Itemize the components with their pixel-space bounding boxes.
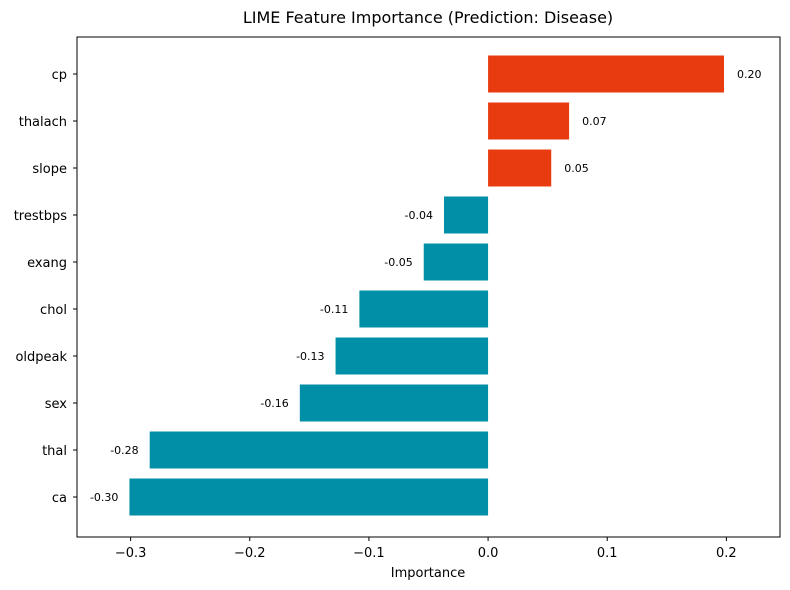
y-tick-label-oldpeak: oldpeak bbox=[15, 350, 67, 365]
x-tick-label: −0.3 bbox=[115, 546, 147, 561]
y-tick-label-thalach: thalach bbox=[19, 115, 67, 130]
bar-slope bbox=[488, 149, 552, 187]
x-tick-label: −0.1 bbox=[353, 546, 385, 561]
value-label-cp: 0.20 bbox=[737, 68, 762, 81]
bar-oldpeak bbox=[335, 337, 489, 375]
plot-area: 0.20 0.07 0.05 -0.04 -0.05 -0.11 -0.13 -0.16 -0.… bbox=[90, 55, 762, 516]
bar-trestbps bbox=[443, 196, 489, 234]
value-label-slope: 0.05 bbox=[564, 162, 589, 175]
value-label-trestbps: -0.04 bbox=[405, 209, 433, 222]
x-tick-label: −0.2 bbox=[234, 546, 266, 561]
bar-exang bbox=[423, 243, 489, 281]
y-tick-label-thal: thal bbox=[42, 444, 67, 459]
value-label-chol: -0.11 bbox=[320, 303, 348, 316]
value-label-oldpeak: -0.13 bbox=[296, 350, 324, 363]
bar-ca bbox=[129, 478, 489, 516]
y-tick-label-slope: slope bbox=[32, 162, 67, 177]
plot-frame bbox=[76, 36, 781, 538]
value-label-thalach: 0.07 bbox=[582, 115, 607, 128]
y-tick-label-chol: chol bbox=[40, 303, 67, 318]
chart-title: LIME Feature Importance (Prediction: Dis… bbox=[243, 8, 613, 27]
x-tick-label: 0.2 bbox=[716, 546, 737, 561]
bar-chol bbox=[359, 290, 489, 328]
bar-thalach bbox=[488, 102, 570, 140]
value-label-thal: -0.28 bbox=[110, 444, 138, 457]
value-label-exang: -0.05 bbox=[384, 256, 412, 269]
value-label-sex: -0.16 bbox=[260, 397, 288, 410]
x-axis-title: Importance bbox=[391, 566, 466, 581]
x-axis: −0.3 −0.2 −0.1 0.0 0.1 0.2 bbox=[115, 537, 737, 561]
y-axis: cp thalach slope trestbps exang chol oldpeak se… bbox=[14, 68, 77, 506]
value-label-ca: -0.30 bbox=[90, 491, 118, 504]
x-tick-label: 0.0 bbox=[478, 546, 499, 561]
bar-cp bbox=[488, 55, 724, 93]
bar-thal bbox=[149, 431, 489, 469]
y-tick-label-sex: sex bbox=[45, 397, 68, 412]
x-tick-label: 0.1 bbox=[597, 546, 618, 561]
y-tick-label-ca: ca bbox=[52, 491, 67, 506]
y-tick-label-exang: exang bbox=[27, 256, 67, 271]
y-tick-label-trestbps: trestbps bbox=[14, 209, 68, 224]
y-tick-label-cp: cp bbox=[52, 68, 67, 83]
bar-sex bbox=[299, 384, 489, 422]
